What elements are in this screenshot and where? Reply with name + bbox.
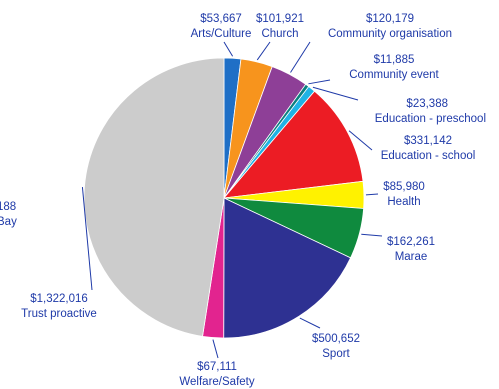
leader-line-health xyxy=(365,193,379,196)
label-category-church: Church xyxy=(261,28,298,40)
label-value-sport: $500,652 xyxy=(312,333,360,345)
label-value-education-school: $331,142 xyxy=(404,135,452,147)
label-category-education-school: Education - school xyxy=(381,150,476,162)
label-category-education-preschool: Education - preschool xyxy=(375,113,486,125)
leader-line-welfare-safety xyxy=(212,339,219,359)
label-category-cropped: Bay xyxy=(0,216,17,228)
label-category-community-organisation: Community organisation xyxy=(328,28,452,40)
leader-line-church xyxy=(256,41,271,61)
label-value-cropped: 188 xyxy=(0,201,16,213)
label-value-trust-proactive: $1,322,016 xyxy=(30,293,88,305)
label-category-arts-culture: Arts/Culture xyxy=(191,28,252,40)
pie-slice-education-school xyxy=(223,90,364,199)
pie-slice-trust-proactive xyxy=(83,57,225,337)
leader-line-community-organisation xyxy=(290,41,311,73)
label-category-trust-proactive: Trust proactive xyxy=(21,308,97,320)
label-value-arts-culture: $53,667 xyxy=(200,13,242,25)
label-category-welfare-safety: Welfare/Safety xyxy=(179,376,254,388)
pie-slices xyxy=(83,57,365,339)
label-category-community-event: Community event xyxy=(349,69,439,81)
label-value-marae: $162,261 xyxy=(387,236,435,248)
label-category-health: Health xyxy=(387,196,420,208)
leader-line-education-school xyxy=(348,130,373,151)
leader-lines xyxy=(81,41,383,359)
label-value-welfare-safety: $67,111 xyxy=(197,361,237,373)
leader-line-community-event xyxy=(308,79,331,85)
label-value-community-organisation: $120,179 xyxy=(366,13,414,25)
pie-slice-sport xyxy=(223,197,352,339)
label-category-sport: Sport xyxy=(322,348,350,360)
label-category-marae: Marae xyxy=(395,251,428,263)
label-value-education-preschool: $23,388 xyxy=(406,98,448,110)
leader-line-trust-proactive xyxy=(81,187,93,291)
slice-labels: $53,667 Arts/Culture $101,921 Church $12… xyxy=(0,13,486,388)
label-value-church: $101,921 xyxy=(256,13,304,25)
leader-line-education-preschool xyxy=(312,86,359,101)
leader-line-marae xyxy=(361,233,383,237)
leader-line-sport xyxy=(299,317,321,329)
label-value-health: $85,980 xyxy=(383,181,425,193)
leader-line-arts-culture xyxy=(223,41,234,57)
label-value-community-event: $11,885 xyxy=(374,54,415,66)
